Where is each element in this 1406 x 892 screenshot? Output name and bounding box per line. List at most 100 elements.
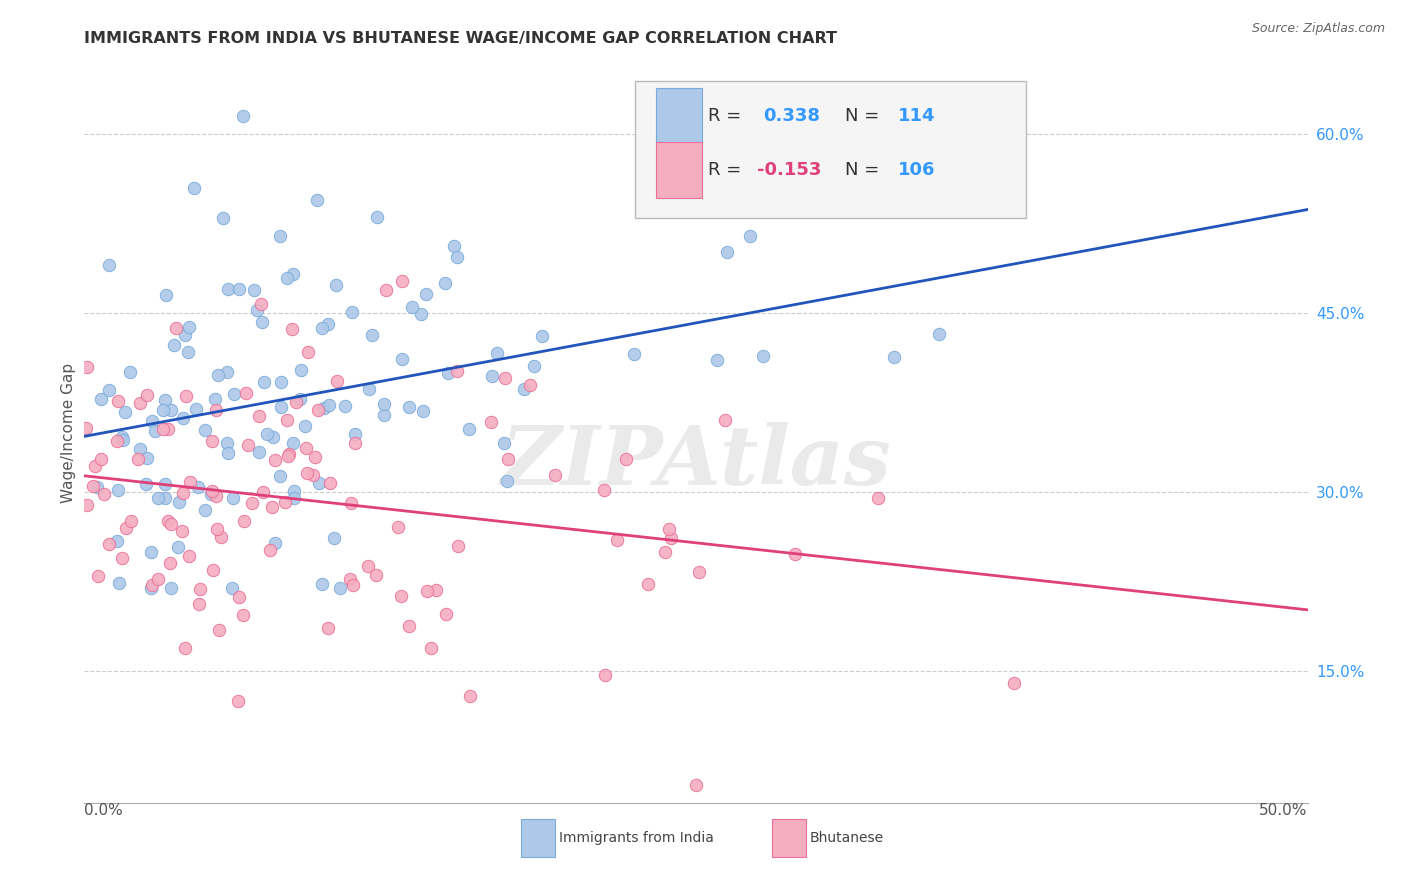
- Point: [785, 547, 807, 561]
- Point: [120, 514, 142, 528]
- Point: [153, 491, 176, 505]
- Point: [246, 303, 269, 318]
- Point: [340, 304, 363, 318]
- Point: [177, 319, 200, 334]
- Point: [458, 689, 481, 703]
- Point: [157, 422, 180, 436]
- Point: [389, 589, 412, 603]
- Point: [344, 426, 367, 441]
- Point: [222, 491, 245, 505]
- Point: [141, 414, 163, 428]
- FancyBboxPatch shape: [522, 819, 555, 857]
- Point: [209, 530, 232, 544]
- Point: [217, 282, 239, 296]
- Point: [179, 475, 201, 489]
- Text: 0.0%: 0.0%: [84, 803, 124, 818]
- Text: R =: R =: [709, 107, 747, 125]
- Point: [159, 556, 181, 570]
- Point: [249, 409, 271, 424]
- Point: [325, 277, 347, 292]
- Point: [416, 583, 439, 598]
- Point: [205, 522, 228, 536]
- Point: [281, 322, 304, 336]
- Point: [152, 403, 174, 417]
- Point: [105, 533, 128, 548]
- Point: [188, 598, 211, 612]
- Y-axis label: Wage/Income Gap: Wage/Income Gap: [60, 362, 76, 503]
- Point: [357, 382, 380, 396]
- Point: [311, 321, 333, 335]
- Point: [446, 250, 468, 264]
- Point: [111, 551, 134, 566]
- Point: [269, 228, 291, 243]
- Point: [740, 229, 762, 244]
- Point: [129, 442, 152, 456]
- Point: [288, 392, 311, 406]
- Point: [139, 545, 162, 559]
- Point: [207, 623, 229, 637]
- Point: [172, 486, 194, 500]
- Point: [281, 268, 304, 282]
- Text: Source: ZipAtlas.com: Source: ZipAtlas.com: [1251, 22, 1385, 36]
- Point: [274, 495, 297, 509]
- Point: [204, 489, 226, 503]
- Point: [107, 483, 129, 497]
- Point: [340, 496, 363, 510]
- Point: [276, 270, 298, 285]
- Point: [316, 621, 339, 635]
- Point: [714, 413, 737, 427]
- Point: [314, 401, 336, 416]
- Point: [270, 401, 292, 415]
- Text: 0.338: 0.338: [763, 107, 820, 125]
- Point: [194, 503, 217, 517]
- FancyBboxPatch shape: [772, 819, 806, 857]
- Point: [297, 345, 319, 359]
- Point: [200, 486, 222, 500]
- Point: [201, 434, 224, 448]
- Point: [174, 389, 197, 403]
- Point: [217, 365, 239, 379]
- Point: [243, 283, 266, 297]
- Point: [228, 591, 250, 605]
- Text: 114: 114: [898, 107, 935, 125]
- Point: [159, 516, 181, 531]
- Point: [184, 401, 207, 416]
- Point: [93, 487, 115, 501]
- Point: [294, 442, 316, 456]
- Point: [86, 480, 108, 494]
- Point: [136, 388, 159, 402]
- Point: [606, 533, 628, 547]
- Point: [425, 583, 447, 598]
- Point: [458, 422, 481, 436]
- Point: [544, 468, 567, 483]
- Text: Immigrants from India: Immigrants from India: [560, 831, 714, 845]
- Point: [157, 514, 180, 528]
- Point: [623, 347, 645, 361]
- Point: [173, 641, 195, 656]
- Point: [177, 345, 200, 359]
- Point: [242, 496, 264, 510]
- Point: [436, 366, 458, 380]
- Point: [391, 274, 413, 288]
- Point: [308, 476, 330, 491]
- Point: [283, 483, 305, 498]
- Point: [114, 405, 136, 419]
- Point: [217, 436, 239, 450]
- Point: [519, 377, 541, 392]
- Point: [868, 491, 890, 505]
- Point: [204, 392, 226, 406]
- Point: [201, 484, 224, 499]
- Point: [217, 446, 239, 460]
- Point: [752, 350, 775, 364]
- Point: [883, 351, 905, 365]
- Text: N =: N =: [845, 107, 886, 125]
- Point: [259, 542, 281, 557]
- Point: [481, 368, 503, 383]
- Text: N =: N =: [845, 161, 886, 179]
- Point: [637, 576, 659, 591]
- Point: [343, 435, 366, 450]
- Point: [661, 531, 683, 545]
- Point: [224, 386, 246, 401]
- Point: [221, 581, 243, 595]
- Point: [187, 480, 209, 494]
